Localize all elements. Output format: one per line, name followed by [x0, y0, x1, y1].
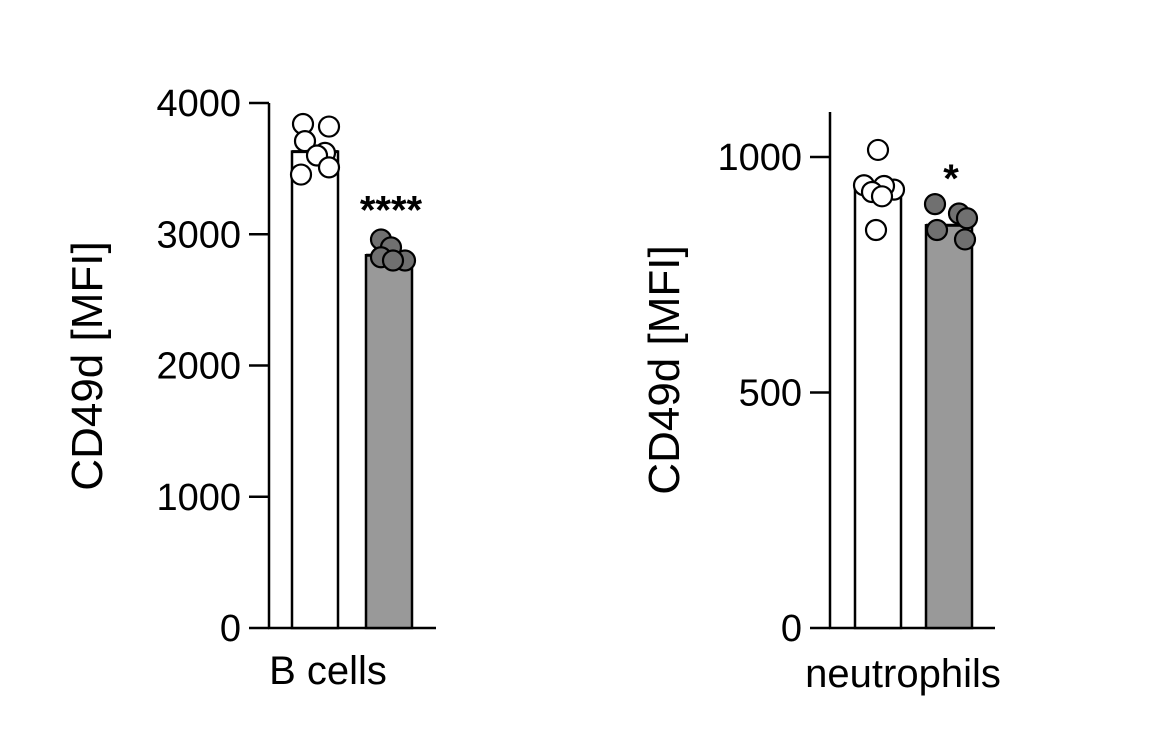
significance-label: **** — [360, 189, 423, 233]
data-point — [289, 163, 313, 186]
data-point — [923, 193, 947, 216]
y-tick-label: 1000 — [717, 137, 802, 179]
data-point — [293, 130, 317, 153]
x-axis-label: B cells — [269, 649, 387, 693]
y-tick-label: 0 — [781, 608, 802, 650]
y-tick-label: 2000 — [156, 346, 241, 388]
data-point — [925, 218, 949, 242]
x-axis-label: neutrophils — [805, 652, 1001, 696]
bar — [853, 188, 903, 630]
chart-neutrophils: 0 500 1000 CD49d [MFI] neutrophils * — [640, 112, 1001, 696]
y-axis-title: CD49d [MFI] — [63, 241, 112, 490]
y-tick-label: 3000 — [156, 214, 241, 256]
significance-label: * — [943, 157, 959, 201]
bar — [924, 224, 974, 630]
bar — [364, 254, 414, 630]
chart-b-cells: 0 1000 2000 3000 4000 CD49d [MFI] B cells **** — [63, 83, 436, 693]
data-point — [317, 115, 341, 138]
y-axis-title: CD49d [MFI] — [640, 245, 689, 494]
y-tick-label: 0 — [220, 608, 241, 650]
data-point — [870, 185, 894, 208]
bar — [290, 150, 340, 630]
y-tick-label: 500 — [739, 373, 802, 415]
data-point — [955, 207, 979, 230]
data-point — [317, 156, 341, 179]
data-point — [953, 228, 977, 251]
data-point — [866, 138, 890, 162]
y-tick-label: 1000 — [156, 477, 241, 519]
y-tick-label: 4000 — [156, 83, 241, 125]
data-point — [864, 218, 888, 242]
data-point — [381, 249, 405, 272]
